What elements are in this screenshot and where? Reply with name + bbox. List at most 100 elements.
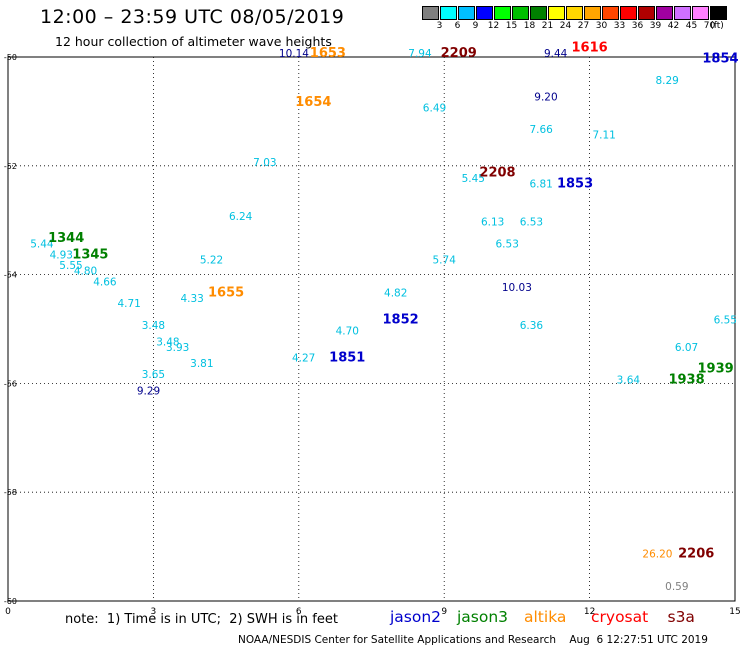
swh-value: 26.20: [642, 548, 672, 560]
swh-value: 7.03: [253, 157, 276, 169]
swh-value: 7.11: [592, 130, 615, 142]
chart-subtitle: 12 hour collection of altimeter wave hei…: [55, 34, 332, 49]
plot-frame: [7, 56, 736, 602]
swh-value: 5.55: [59, 260, 82, 272]
pass-time-label: 1853: [557, 177, 593, 192]
scale-label: 45: [685, 21, 698, 31]
pass-time-label: 1653: [310, 46, 346, 61]
pass-time-label: 1655: [208, 285, 244, 300]
scale-swatch: [602, 6, 619, 20]
scale-swatch: [584, 6, 601, 20]
scale-swatch: [512, 6, 529, 20]
swh-value: 6.24: [229, 211, 253, 223]
y-tick-label: -56: [4, 379, 17, 388]
swh-value: 4.66: [93, 276, 117, 288]
swh-value: 9.44: [544, 48, 568, 60]
swh-value: 3.64: [617, 374, 641, 386]
pass-time-label: 1344: [48, 231, 84, 246]
scale-unit: (ft): [710, 21, 724, 31]
pass-time-label: 1851: [329, 351, 365, 366]
swh-value: 4.27: [292, 353, 315, 365]
swh-value: 6.13: [481, 217, 504, 229]
scale-swatch: [476, 6, 493, 20]
scale-label: 30: [595, 21, 608, 31]
scale-swatch: [710, 6, 727, 20]
swh-value: 5.44: [30, 238, 54, 250]
y-tick-label: -58: [4, 488, 17, 497]
pass-time-label: 1854: [702, 51, 738, 66]
scale-label: 6: [454, 21, 461, 31]
scale-swatch: [494, 6, 511, 20]
scale-label: 33: [613, 21, 626, 31]
legend-jason3: jason3: [457, 608, 509, 626]
pass-time-label: 2206: [678, 546, 714, 561]
scale-label: 27: [577, 21, 590, 31]
swh-value: 4.33: [180, 293, 203, 305]
chart-title: 12:00 – 23:59 UTC 08/05/2019: [40, 6, 345, 28]
scale-label: 12: [487, 21, 500, 31]
swh-value: 5.22: [200, 255, 223, 267]
swh-value: 3.65: [142, 369, 165, 381]
swh-value: 3.48: [156, 336, 179, 348]
scale-label: 21: [541, 21, 554, 31]
swh-value: 7.94: [408, 48, 432, 60]
scale-swatch: [440, 6, 457, 20]
legend-s3a: s3a: [667, 608, 695, 626]
scale-label: 3: [436, 21, 443, 31]
y-tick-label: -52: [4, 162, 17, 171]
swh-value: 5.74: [433, 255, 457, 267]
swh-value: 6.07: [675, 342, 698, 354]
swh-value: 3.93: [166, 342, 189, 354]
x-tick-label: 9: [441, 607, 447, 617]
swh-value: 8.29: [655, 75, 678, 87]
swh-value: 6.53: [520, 217, 543, 229]
scale-label: 15: [505, 21, 518, 31]
scale-swatch: [422, 6, 439, 20]
swh-value: 6.55: [714, 315, 737, 327]
swh-value: 7.66: [529, 124, 553, 136]
swh-value: 3.48: [142, 320, 165, 332]
scale-label: 70: [703, 21, 716, 31]
x-tick-label: 6: [296, 607, 302, 617]
scale-label: 18: [523, 21, 536, 31]
pass-time-label: 1345: [72, 247, 108, 262]
swh-value: 6.49: [423, 102, 446, 114]
pass-time-label: 1939: [698, 362, 734, 377]
scale-label: 9: [472, 21, 479, 31]
y-tick-label: -60: [4, 597, 17, 606]
x-tick-label: 3: [151, 607, 157, 617]
legend-altika: altika: [524, 608, 567, 626]
pass-time-label: 2208: [479, 166, 515, 181]
pass-time-label: 1616: [572, 41, 608, 56]
scale-swatch: [638, 6, 655, 20]
y-tick-label: -50: [4, 53, 17, 62]
x-tick-label: 12: [584, 607, 595, 617]
legend-cryosat: cryosat: [591, 608, 649, 626]
footer-credit: NOAA/NESDIS Center for Satellite Applica…: [238, 634, 708, 646]
scale-swatch: [530, 6, 547, 20]
legend-jason2: jason2: [390, 608, 442, 626]
note-text: note: 1) Time is in UTC; 2) SWH is in fe…: [65, 612, 338, 627]
x-tick-label: 0: [5, 607, 11, 617]
scale-label: 39: [649, 21, 662, 31]
swh-value: 4.82: [384, 287, 407, 299]
swh-value: 5.45: [462, 173, 485, 185]
pass-time-label: 1654: [295, 95, 331, 110]
swh-value: 4.70: [336, 325, 359, 337]
pass-time-label: 2209: [441, 46, 477, 61]
swh-value: 10.03: [502, 282, 532, 294]
scale-swatch: [692, 6, 709, 20]
swh-value: 3.81: [190, 358, 213, 370]
swh-value: 4.80: [74, 266, 97, 278]
scale-swatch: [458, 6, 475, 20]
pass-time-label: 1938: [668, 372, 704, 387]
scale-swatch: [674, 6, 691, 20]
scale-swatch: [566, 6, 583, 20]
swh-value: 4.71: [117, 298, 140, 310]
scale-swatch: [656, 6, 673, 20]
y-tick-label: -54: [4, 271, 17, 280]
scale-label: 36: [631, 21, 644, 31]
swh-value: 4.93: [50, 249, 73, 261]
swh-value: 9.20: [534, 92, 557, 104]
